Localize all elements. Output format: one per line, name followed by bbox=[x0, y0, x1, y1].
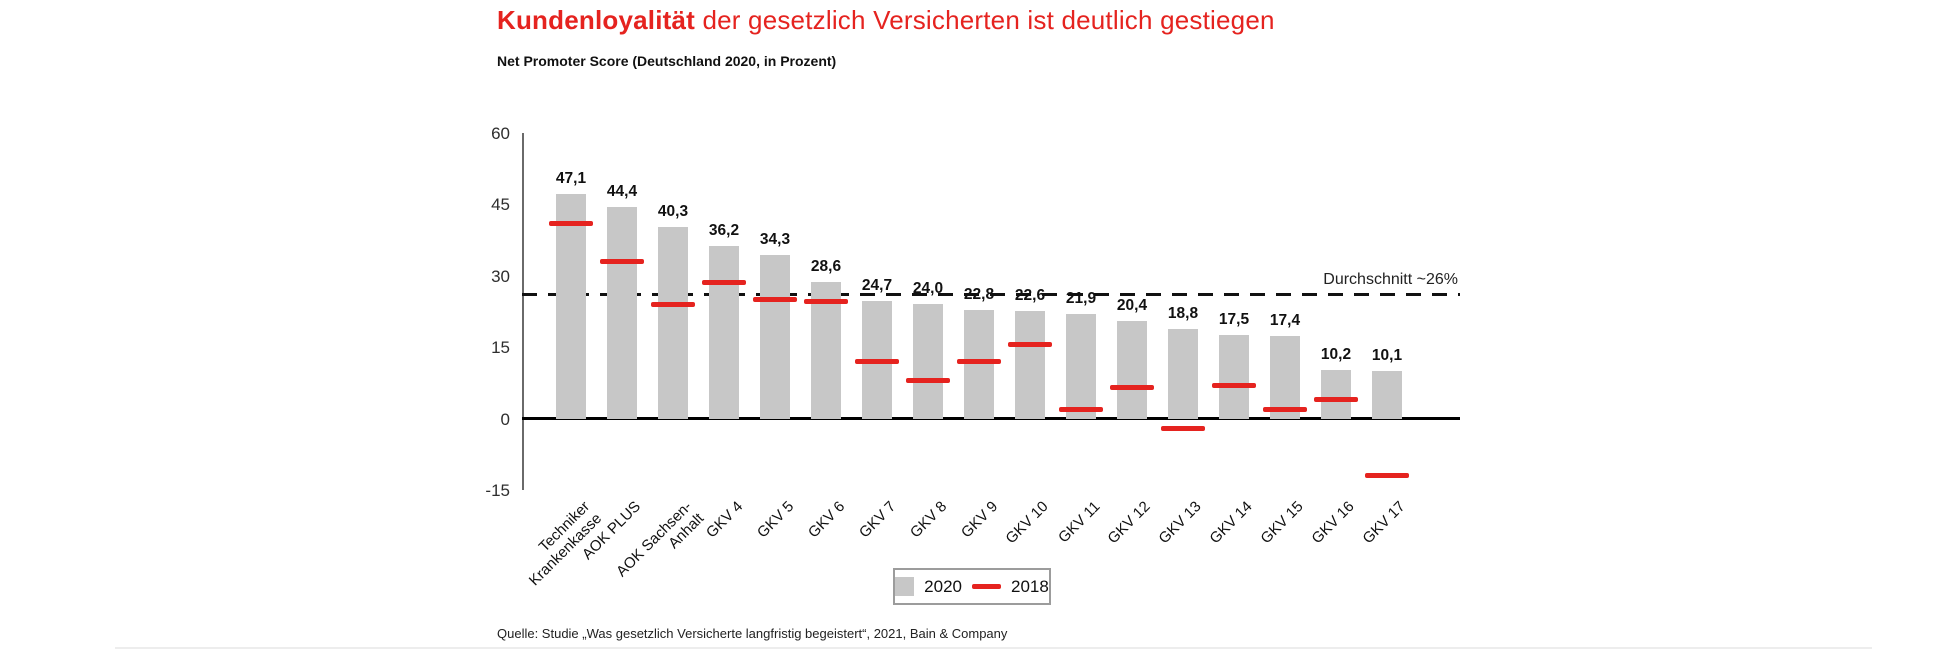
bar-2020 bbox=[1117, 321, 1147, 419]
x-axis-category-text: GKV 12 bbox=[1104, 498, 1155, 548]
footer-divider bbox=[115, 647, 1872, 649]
chart-subtitle: Net Promoter Score (Deutschland 2020, in… bbox=[497, 53, 837, 69]
x-axis-category-text: GKV 9 bbox=[957, 498, 1002, 542]
bar-2020 bbox=[1015, 311, 1045, 419]
legend-swatch-2020 bbox=[895, 577, 915, 596]
marker-2018 bbox=[1365, 473, 1409, 479]
bar-value-label: 24,0 bbox=[912, 280, 944, 298]
y-axis-tick-label: 0 bbox=[500, 409, 510, 429]
chart-plot-area: 60 45 30 15 0 -15 Durchschnitt ~26% 47,1 Technik… bbox=[485, 125, 1460, 589]
marker-2018 bbox=[957, 358, 1001, 364]
bar-value-label: 24,7 bbox=[861, 277, 893, 295]
legend-label-2020: 2020 bbox=[924, 576, 962, 596]
legend-swatch-2018 bbox=[972, 584, 1001, 589]
bar-2020 bbox=[1219, 335, 1249, 419]
y-axis-line bbox=[522, 133, 524, 490]
x-axis-category-text: GKV 15 bbox=[1257, 498, 1308, 548]
marker-2018 bbox=[804, 299, 848, 305]
x-axis-category-text: GKV 8 bbox=[906, 498, 951, 542]
y-axis-tick-label: 45 bbox=[491, 195, 510, 215]
chart-legend: 2020 2018 bbox=[893, 568, 1051, 605]
marker-2018 bbox=[1008, 342, 1052, 348]
page-title-emphasis: Kundenloyalität bbox=[497, 5, 696, 35]
marker-2018 bbox=[855, 358, 899, 364]
marker-2018 bbox=[1263, 406, 1307, 412]
bar-value-label: 40,3 bbox=[657, 202, 689, 220]
average-line-label: Durchschnitt ~26% bbox=[1323, 270, 1458, 288]
bar-value-label: 17,4 bbox=[1269, 311, 1301, 329]
bar-value-label: 34,3 bbox=[759, 231, 791, 249]
bar-value-label: 17,5 bbox=[1218, 311, 1250, 329]
x-axis-category-text: GKV 7 bbox=[855, 498, 900, 542]
zero-baseline bbox=[522, 417, 1460, 421]
y-axis-tick-label: 15 bbox=[491, 338, 510, 358]
bar-value-label: 10,2 bbox=[1320, 346, 1352, 364]
marker-2018 bbox=[906, 378, 950, 384]
x-axis-category-text: GKV 6 bbox=[804, 498, 849, 542]
page-title: Kundenloyalität der gesetzlich Versicher… bbox=[497, 5, 1275, 36]
bar-value-label: 22,8 bbox=[963, 286, 995, 304]
marker-2018 bbox=[1161, 425, 1205, 431]
bar-2020 bbox=[1168, 329, 1198, 419]
x-axis-category-text: GKV 13 bbox=[1155, 498, 1206, 548]
bar-2020 bbox=[913, 304, 943, 419]
marker-2018 bbox=[702, 280, 746, 286]
marker-2018 bbox=[1314, 397, 1358, 403]
marker-2018 bbox=[1212, 382, 1256, 388]
marker-2018 bbox=[549, 220, 593, 226]
bar-value-label: 20,4 bbox=[1116, 297, 1148, 315]
bar-value-label: 28,6 bbox=[810, 258, 842, 276]
bar-2020 bbox=[811, 282, 841, 419]
bar-2020 bbox=[760, 255, 790, 419]
bar-value-label: 36,2 bbox=[708, 222, 740, 240]
x-axis-category-text: GKV 16 bbox=[1308, 498, 1359, 548]
page-title-rest: der gesetzlich Versicherten ist deutlich… bbox=[695, 5, 1275, 35]
bar-2020 bbox=[556, 194, 586, 419]
x-axis-category-text: GKV 14 bbox=[1206, 498, 1257, 548]
bar-value-label: 47,1 bbox=[555, 170, 587, 188]
x-axis-category-text: GKV 17 bbox=[1359, 498, 1410, 548]
y-axis-tick-label: 60 bbox=[491, 124, 510, 143]
bar-2020 bbox=[709, 246, 739, 419]
y-axis-tick-label: 30 bbox=[491, 266, 510, 286]
bar-value-label: 44,4 bbox=[606, 183, 638, 201]
x-axis-category-text: GKV 11 bbox=[1054, 498, 1104, 547]
marker-2018 bbox=[1059, 406, 1103, 412]
bar-2020 bbox=[1270, 335, 1300, 419]
marker-2018 bbox=[1110, 385, 1154, 391]
legend-label-2018: 2018 bbox=[1011, 576, 1049, 596]
source-note: Quelle: Studie „Was gesetzlich Versicher… bbox=[497, 626, 1008, 641]
bar-value-label: 18,8 bbox=[1167, 305, 1199, 323]
bar-2020 bbox=[607, 207, 637, 419]
bar-2020 bbox=[964, 310, 994, 419]
bar-2020 bbox=[1066, 314, 1096, 419]
marker-2018 bbox=[600, 259, 644, 265]
x-axis-category-text: GKV 5 bbox=[753, 498, 798, 542]
bar-2020 bbox=[1321, 370, 1351, 419]
average-dashed-line bbox=[522, 293, 1460, 297]
marker-2018 bbox=[753, 297, 797, 303]
bar-2020 bbox=[1372, 370, 1402, 419]
x-axis-category-text: GKV 10 bbox=[1002, 498, 1053, 548]
bar-value-label: 10,1 bbox=[1371, 346, 1403, 364]
bar-value-label: 21,9 bbox=[1065, 290, 1097, 308]
bar-2020 bbox=[658, 226, 688, 419]
x-axis-category-text: GKV 4 bbox=[702, 498, 747, 542]
marker-2018 bbox=[651, 301, 695, 307]
y-axis-tick-label: -15 bbox=[485, 481, 510, 500]
bar-value-label: 22,6 bbox=[1014, 287, 1046, 305]
